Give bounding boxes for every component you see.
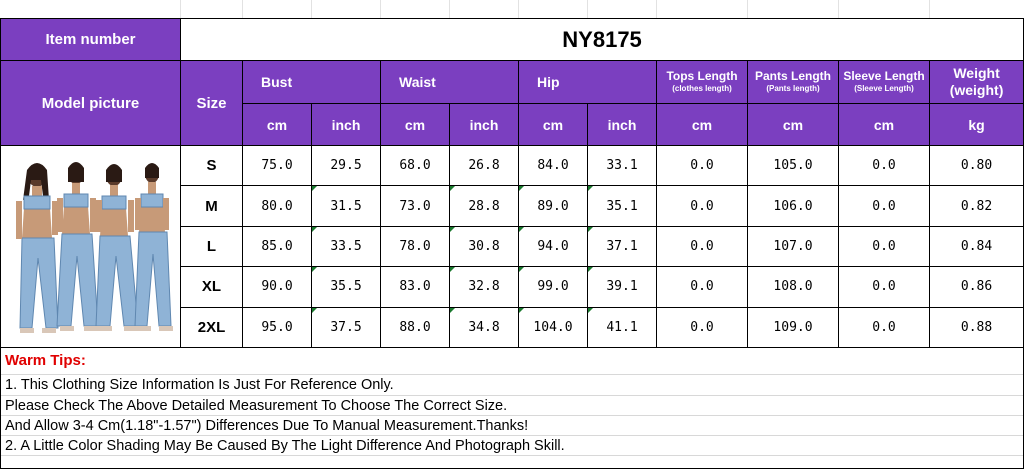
- measure-cell: 80.0: [242, 185, 312, 227]
- measure-cell: 0.82: [928, 185, 1024, 227]
- tops-length-header: Tops Length (clothes length): [656, 60, 748, 104]
- unit-cell: cm: [747, 103, 839, 146]
- pants-length-header: Pants Length (Pants length): [747, 60, 839, 104]
- measure-cell: 108.0: [747, 266, 839, 308]
- item-number-value: NY8175: [179, 18, 1024, 61]
- unit-cell: cm: [242, 103, 312, 146]
- measure-cell: 75.0: [242, 144, 312, 187]
- table-row: M 80.0 31.5 73.0 28.8 89.0 35.1 0.0 106.…: [1, 185, 1024, 227]
- unit-cell: inch: [587, 103, 657, 146]
- unit-cell: cm: [380, 103, 450, 146]
- measure-cell: 68.0: [380, 144, 450, 187]
- bust-header: Bust: [242, 60, 381, 104]
- measure-cell: 99.0: [518, 266, 588, 308]
- measure-cell: 29.5: [311, 144, 381, 187]
- table-row: 2XL 95.0 37.5 88.0 34.8 104.0 41.1 0.0 1…: [1, 306, 1024, 349]
- measure-cell: 26.8: [449, 144, 519, 187]
- measure-cell: 31.5: [311, 185, 381, 227]
- measure-cell: 95.0: [242, 306, 312, 349]
- unit-cell: inch: [311, 103, 381, 146]
- measure-cell: 28.8: [449, 185, 519, 227]
- model-picture-label: Model picture: [0, 60, 181, 146]
- warm-tips-title: Warm Tips:: [5, 352, 86, 369]
- unit-cell: cm: [656, 103, 748, 146]
- measure-cell: 39.1: [587, 266, 657, 308]
- tip-line: Please Check The Above Detailed Measurem…: [5, 398, 508, 414]
- size-chart-table: Item number NY8175 Model picture Size Bu…: [0, 18, 1024, 349]
- tip-line: 2. A Little Color Shading May Be Caused …: [5, 438, 565, 454]
- measure-cell: 0.0: [656, 225, 748, 268]
- hip-header: Hip: [518, 60, 657, 104]
- measure-cell: 94.0: [518, 225, 588, 268]
- sleeve-length-header: Sleeve Length (Sleeve Length): [838, 60, 930, 104]
- measure-cell: 0.0: [838, 144, 930, 187]
- measure-cell: 78.0: [380, 225, 450, 268]
- measure-cell: 85.0: [242, 225, 312, 268]
- measure-cell: 107.0: [747, 225, 839, 268]
- size-cell: 2XL: [180, 306, 243, 349]
- measure-cell: 34.8: [449, 306, 519, 349]
- measure-cell: 0.0: [838, 185, 930, 227]
- measure-cell: 106.0: [747, 185, 839, 227]
- models-illustration: [15, 162, 173, 333]
- measure-cell: 37.5: [311, 306, 381, 349]
- measure-cell: 0.88: [928, 306, 1024, 349]
- measure-cell: 89.0: [518, 185, 588, 227]
- unit-cell: cm: [518, 103, 588, 146]
- measure-cell: 0.0: [838, 306, 930, 349]
- measure-cell: 33.5: [311, 225, 381, 268]
- size-cell: S: [180, 144, 243, 187]
- measure-cell: 37.1: [587, 225, 657, 268]
- measure-cell: 0.0: [656, 185, 748, 227]
- spreadsheet-top-gridline: [0, 0, 1024, 19]
- size-cell: XL: [180, 266, 243, 308]
- table-row: L 85.0 33.5 78.0 30.8 94.0 37.1 0.0 107.…: [1, 225, 1024, 268]
- measure-cell: 0.0: [838, 266, 930, 308]
- unit-cell: kg: [928, 103, 1024, 146]
- tip-line: 1. This Clothing Size Information Is Jus…: [5, 377, 394, 393]
- measure-cell: 0.0: [656, 144, 748, 187]
- measure-cell: 33.1: [587, 144, 657, 187]
- measure-cell: 0.86: [928, 266, 1024, 308]
- measure-cell: 83.0: [380, 266, 450, 308]
- measure-cell: 109.0: [747, 306, 839, 349]
- measure-cell: 0.84: [928, 225, 1024, 268]
- measure-cell: 90.0: [242, 266, 312, 308]
- unit-row: cm inch cm inch cm inch cm cm cm kg: [1, 103, 1024, 146]
- unit-cell: cm: [838, 103, 930, 146]
- size-header: Size: [180, 60, 243, 146]
- tip-line: And Allow 3-4 Cm(1.18"-1.57") Difference…: [5, 418, 529, 434]
- warm-tips-section: Warm Tips: 1. This Clothing Size Informa…: [0, 348, 1024, 469]
- measure-cell: 0.80: [928, 144, 1024, 187]
- measure-cell: 0.0: [656, 266, 748, 308]
- measure-cell: 32.8: [449, 266, 519, 308]
- measure-cell: 35.5: [311, 266, 381, 308]
- measure-cell: 104.0: [518, 306, 588, 349]
- measure-cell: 35.1: [587, 185, 657, 227]
- measure-cell: 0.0: [838, 225, 930, 268]
- measure-cell: 0.0: [656, 306, 748, 349]
- unit-cell: inch: [449, 103, 519, 146]
- measure-cell: 41.1: [587, 306, 657, 349]
- measure-cell: 73.0: [380, 185, 450, 227]
- size-cell: M: [180, 185, 243, 227]
- measure-cell: 84.0: [518, 144, 588, 187]
- model-picture: [0, 145, 181, 348]
- size-cell: L: [180, 225, 243, 268]
- measure-cell: 105.0: [747, 144, 839, 187]
- measure-cell: 88.0: [380, 306, 450, 349]
- waist-header: Waist: [380, 60, 519, 104]
- measure-cell: 30.8: [449, 225, 519, 268]
- item-number-label: Item number: [0, 18, 181, 61]
- weight-header: Weight (weight): [928, 60, 1024, 104]
- table-row: S 75.0 29.5 68.0 26.8 84.0 33.1 0.0 105.…: [0, 144, 1024, 348]
